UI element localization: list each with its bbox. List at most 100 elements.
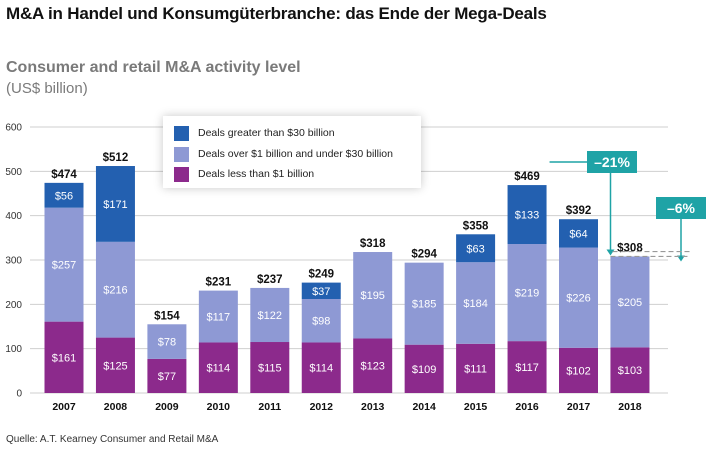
total-value-label: $308	[617, 242, 643, 254]
unit-label: (US$ billion)	[6, 80, 88, 97]
legend-label-less-1b: Deals less than $1 billion	[198, 168, 315, 180]
total-value-label: $469	[514, 171, 540, 183]
legend-swatch-1b-to-30b	[174, 146, 189, 162]
total-value-label: $318	[360, 238, 386, 250]
bar-segment	[301, 299, 341, 343]
bar-segment	[610, 347, 650, 393]
segment-value-label: $161	[52, 352, 76, 364]
segment-value-label: $115	[258, 363, 282, 375]
bar-segment	[95, 241, 135, 338]
bar-segment	[610, 256, 650, 348]
bar-segment	[456, 234, 496, 263]
bar-segment	[507, 341, 547, 393]
callout-arrowhead	[677, 255, 685, 262]
bar-segment	[559, 347, 598, 393]
bar-segment	[95, 166, 135, 242]
segment-value-label: $123	[360, 361, 384, 373]
segment-value-label: $171	[103, 199, 127, 211]
bar-segment	[44, 182, 84, 208]
bar-segment	[559, 219, 598, 248]
x-tick-label: 2018	[618, 401, 642, 413]
segment-value-label: $219	[515, 288, 539, 300]
legend: Deals greater than $30 billion Deals ove…	[163, 116, 421, 188]
bar-segment	[301, 342, 341, 393]
bar-segment	[147, 358, 187, 393]
segment-value-label: $205	[618, 297, 642, 309]
chart-title-german: M&A in Handel und Konsumgüterbranche: da…	[6, 4, 547, 23]
segment-value-label: $117	[207, 312, 231, 324]
callout-change-2018: –6%	[666, 200, 696, 216]
legend-label-greater-30b: Deals greater than $30 billion	[198, 127, 335, 139]
bar-segment	[507, 185, 547, 245]
total-value-label: $358	[463, 220, 489, 232]
bar-segment	[147, 324, 187, 359]
y-tick-label: 0	[16, 389, 22, 400]
segment-value-label: $114	[207, 363, 231, 375]
x-tick-label: 2007	[52, 401, 76, 413]
segment-value-label: $133	[515, 210, 539, 222]
total-value-label: $392	[566, 205, 592, 217]
total-value-label: $231	[206, 277, 232, 289]
bar-segment	[404, 344, 444, 393]
y-tick-label: 500	[5, 167, 22, 178]
y-tick-label: 200	[5, 300, 22, 311]
chart-subtitle: Consumer and retail M&A activity level	[6, 59, 301, 76]
segment-value-label: $114	[309, 363, 333, 375]
y-tick-label: 600	[5, 123, 22, 134]
total-value-label: $474	[51, 169, 77, 181]
y-tick-label: 100	[5, 344, 22, 355]
callout-change-2017: –21%	[594, 154, 630, 170]
segment-value-label: $117	[515, 362, 539, 374]
segment-value-label: $98	[312, 316, 330, 328]
segment-value-label: $122	[258, 310, 282, 322]
bar-segment	[44, 207, 84, 322]
total-value-label: $512	[103, 152, 129, 164]
segment-value-label: $185	[412, 299, 436, 311]
bar-segment	[301, 282, 341, 300]
total-value-label: $294	[411, 249, 437, 261]
bar-segment	[44, 321, 84, 393]
segment-value-label: $37	[312, 286, 330, 298]
x-tick-label: 2013	[361, 401, 385, 413]
segment-value-label: $56	[55, 190, 73, 202]
segment-value-label: $64	[569, 228, 587, 240]
x-tick-label: 2012	[310, 401, 334, 413]
x-tick-label: 2015	[464, 401, 488, 413]
x-tick-label: 2010	[207, 401, 231, 413]
total-value-label: $237	[257, 274, 283, 286]
x-tick-label: 2017	[567, 401, 591, 413]
x-tick-label: 2009	[155, 401, 179, 413]
legend-item-greater-30b: Deals greater than $30 billion	[174, 125, 335, 141]
y-tick-label: 400	[5, 211, 22, 222]
segment-value-label: $102	[566, 365, 590, 377]
bar-segment	[250, 287, 290, 343]
legend-swatch-less-1b	[174, 166, 189, 182]
legend-swatch-greater-30b	[174, 125, 189, 141]
segment-value-label: $125	[103, 360, 127, 372]
segment-value-label: $77	[158, 371, 176, 383]
segment-value-label: $111	[464, 363, 487, 375]
bar-segment	[250, 342, 290, 393]
bar-segment	[559, 247, 598, 348]
callout-box-2017	[587, 151, 637, 173]
bar-segment	[95, 337, 135, 393]
bar-segment	[456, 343, 496, 393]
bar-segment	[353, 338, 393, 393]
x-tick-label: 2011	[258, 401, 281, 413]
segment-value-label: $103	[618, 365, 642, 377]
source-note: Quelle: A.T. Kearney Consumer and Retail…	[6, 434, 219, 445]
bar-segment	[353, 252, 393, 339]
bar-segment	[456, 262, 496, 344]
bar-segment	[507, 244, 547, 342]
bar-segment	[198, 290, 238, 343]
x-tick-label: 2016	[515, 401, 539, 413]
segment-value-label: $109	[412, 364, 436, 376]
segment-value-label: $257	[52, 260, 76, 272]
segment-value-label: $216	[103, 285, 127, 297]
segment-value-label: $63	[466, 243, 484, 255]
segment-value-label: $78	[158, 337, 176, 349]
legend-item-1b-to-30b: Deals over $1 billion and under $30 bill…	[174, 146, 393, 162]
total-value-label: $249	[308, 269, 334, 281]
bar-segment	[404, 262, 444, 345]
